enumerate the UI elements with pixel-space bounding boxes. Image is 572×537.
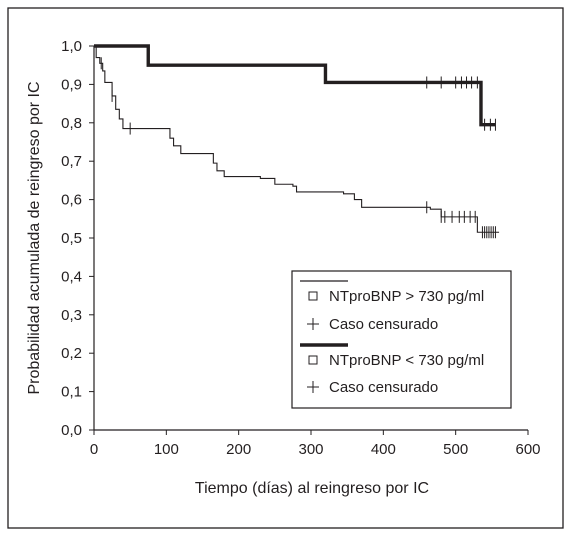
x-tick-label: 400 — [371, 441, 396, 458]
legend-label-thick: NTproBNP < 730 pg/ml — [329, 352, 484, 369]
y-tick-label: 0,0 — [61, 422, 82, 439]
legend-box — [291, 270, 512, 409]
y-tick-label: 0,5 — [61, 230, 82, 247]
plot-area: 0,0 0,1 0,2 0,3 0,4 0,5 0,6 0,7 0,8 0,9 1,0 0 100 200… — [61, 38, 540, 458]
legend-square-icon — [308, 355, 318, 365]
figure-frame — [7, 7, 564, 529]
y-tick-label: 0,8 — [61, 115, 82, 132]
legend-label-thin: NTproBNP > 730 pg/ml — [329, 288, 484, 305]
y-tick-label: 0,2 — [61, 345, 82, 362]
x-tick-label: 100 — [154, 441, 179, 458]
km-curve-thin — [94, 45, 500, 233]
legend-censored-thick: Caso censurado — [329, 379, 438, 396]
y-tick-label: 0,9 — [61, 76, 82, 93]
km-curve-thick — [94, 44, 496, 127]
y-tick-label: 0,4 — [61, 268, 82, 285]
x-tick-label: 500 — [443, 441, 468, 458]
legend-censor-icon — [307, 381, 319, 393]
x-tick-label: 200 — [226, 441, 251, 458]
y-tick-label: 0,7 — [61, 153, 82, 170]
x-tick-label: 0 — [90, 441, 98, 458]
legend-censored-thin: Caso censurado — [329, 316, 438, 333]
y-axis-title: Probabilidad acumulada de reingreso por … — [26, 81, 43, 394]
y-tick-label: 1,0 — [61, 38, 82, 55]
legend-censor-icon — [307, 318, 319, 330]
x-tick-label: 300 — [298, 441, 323, 458]
legend: NTproBNP > 730 pg/ml Caso censurado NTpr… — [291, 270, 512, 409]
y-tick-label: 0,1 — [61, 384, 82, 401]
legend-square-icon — [308, 291, 318, 301]
x-tick-label: 600 — [515, 441, 540, 458]
y-tick-label: 0,3 — [61, 307, 82, 324]
y-tick-label: 0,6 — [61, 192, 82, 209]
x-axis-title: Tiempo (días) al reingreso por IC — [195, 480, 429, 497]
